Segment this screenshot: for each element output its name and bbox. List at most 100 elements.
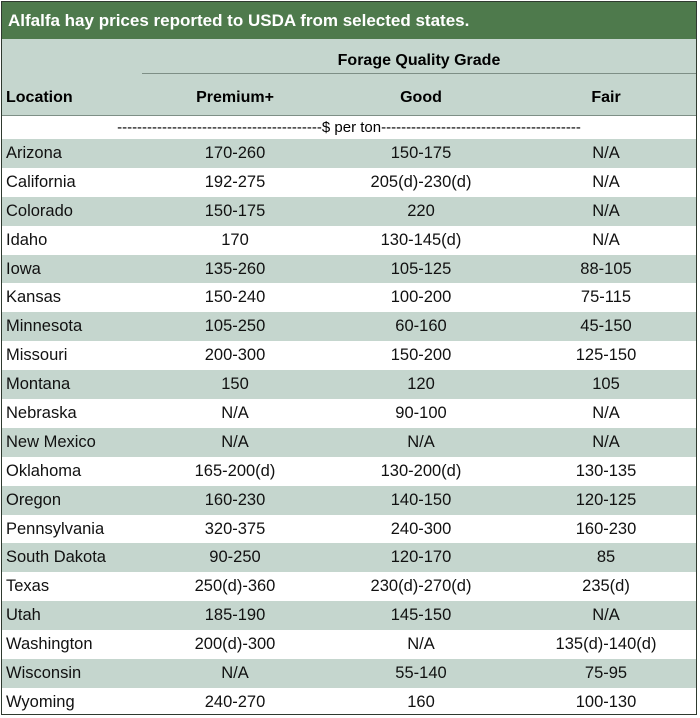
fair-cell: N/A xyxy=(592,404,620,423)
good-cell: 120-170 xyxy=(390,548,452,567)
good-cell: 150-175 xyxy=(390,144,452,162)
good-cell: 230(d)-270(d) xyxy=(370,577,472,596)
premium-cell: 200(d)-300 xyxy=(194,635,276,654)
good-cell: N/A xyxy=(407,635,435,654)
table-header: Forage Quality Grade Location Premium+ G… xyxy=(2,39,696,116)
table-row: Pennsylvania 320-375 240-300 160-230 xyxy=(2,515,696,544)
location-cell: Wyoming xyxy=(6,692,75,711)
good-cell: 220 xyxy=(407,201,435,220)
fair-cell: 105 xyxy=(592,375,620,394)
good-cell: 105-125 xyxy=(390,259,452,278)
fair-cell: N/A xyxy=(592,606,620,625)
premium-cell: 165-200(d) xyxy=(194,461,276,480)
location-cell: Pennsylvania xyxy=(6,519,105,538)
table-row: Iowa 135-260 105-125 88-105 xyxy=(2,254,696,284)
table-body: Arizona 170-260 150-175 N/A California 192-27… xyxy=(2,139,696,717)
fair-cell: N/A xyxy=(592,230,620,249)
good-cell: 60-160 xyxy=(395,317,447,336)
premium-cell: 150-175 xyxy=(204,201,266,220)
location-cell: Texas xyxy=(6,577,50,596)
premium-cell: 200-300 xyxy=(204,346,266,365)
location-cell: Oklahoma xyxy=(6,461,82,480)
location-column-header: Location xyxy=(6,89,73,106)
good-cell: 90-100 xyxy=(395,404,447,423)
good-cell: 140-150 xyxy=(390,490,452,509)
premium-cell: 170 xyxy=(221,230,249,249)
good-cell: 120 xyxy=(407,375,435,394)
location-cell: Colorado xyxy=(6,201,73,220)
premium-cell: 240-270 xyxy=(204,692,266,711)
premium-column-header: Premium+ xyxy=(196,89,274,106)
good-cell: N/A xyxy=(407,432,435,451)
table-row: Montana 150 120 105 xyxy=(2,370,696,400)
good-column-header: Good xyxy=(400,89,442,106)
location-cell: Iowa xyxy=(6,259,41,278)
location-cell: Nebraska xyxy=(6,404,77,423)
table-row: Minnesota 105-250 60-160 45-150 xyxy=(2,312,696,342)
fair-cell: 130-135 xyxy=(575,461,637,480)
table-row: Arizona 170-260 150-175 N/A xyxy=(2,139,696,168)
location-cell: Idaho xyxy=(6,230,48,249)
location-cell: Utah xyxy=(6,606,41,625)
fair-cell: 235(d) xyxy=(582,577,630,596)
fair-cell: 88-105 xyxy=(580,259,632,278)
fair-cell: 135(d)-140(d) xyxy=(555,635,657,654)
fair-cell: N/A xyxy=(592,201,620,220)
fair-cell: 75-115 xyxy=(580,288,632,307)
table-row: Utah 185-190 145-150 N/A xyxy=(2,601,696,631)
good-cell: 145-150 xyxy=(390,606,452,625)
location-cell: Kansas xyxy=(6,288,62,307)
table-row: Idaho 170 130-145(d) N/A xyxy=(2,226,696,255)
premium-cell: 185-190 xyxy=(204,606,266,625)
fair-cell: 45-150 xyxy=(580,317,632,336)
location-cell: Missouri xyxy=(6,346,68,365)
table-row: California 192-275 205(d)-230(d) N/A xyxy=(2,168,696,197)
premium-cell: 150 xyxy=(221,375,249,394)
good-cell: 55-140 xyxy=(395,664,447,683)
table-row: Washington 200(d)-300 N/A 135(d)-140(d) xyxy=(2,630,696,659)
premium-cell: N/A xyxy=(221,432,249,451)
good-cell: 130-200(d) xyxy=(380,461,462,480)
table-row: Missouri 200-300 150-200 125-150 xyxy=(2,341,696,370)
location-cell: Arizona xyxy=(6,144,62,162)
good-cell: 160 xyxy=(407,692,435,711)
premium-cell: 250(d)-360 xyxy=(194,577,276,596)
table-row: New Mexico N/A N/A N/A xyxy=(2,427,696,457)
premium-cell: 320-375 xyxy=(204,519,266,538)
premium-cell: 170-260 xyxy=(204,144,266,162)
premium-cell: N/A xyxy=(221,664,249,683)
location-cell: Oregon xyxy=(6,490,62,509)
table-row: South Dakota 90-250 120-170 85 xyxy=(2,543,696,573)
table-row: Wyoming 240-270 160 100-130 xyxy=(2,688,696,717)
table-title: Alfalfa hay prices reported to USDA from… xyxy=(2,2,696,39)
group-header: Forage Quality Grade xyxy=(142,49,696,74)
location-cell: Washington xyxy=(6,635,93,654)
premium-cell: 150-240 xyxy=(204,288,266,307)
good-cell: 240-300 xyxy=(390,519,452,538)
premium-cell: 90-250 xyxy=(209,548,261,567)
good-cell: 100-200 xyxy=(390,288,452,307)
table-row: Texas 250(d)-360 230(d)-270(d) 235(d) xyxy=(2,572,696,601)
fair-cell: N/A xyxy=(592,172,620,191)
table-row: Kansas 150-240 100-200 75-115 xyxy=(2,283,696,312)
premium-cell: N/A xyxy=(221,404,249,423)
location-cell: Minnesota xyxy=(6,317,83,336)
fair-cell: 120-125 xyxy=(575,490,637,509)
fair-cell: 85 xyxy=(596,548,616,567)
premium-cell: 160-230 xyxy=(204,490,266,509)
fair-cell: N/A xyxy=(592,144,620,162)
premium-cell: 105-250 xyxy=(204,317,266,336)
table-row: Wisconsin N/A 55-140 75-95 xyxy=(2,659,696,688)
fair-cell: 100-130 xyxy=(575,692,637,711)
fair-column-header: Fair xyxy=(591,89,621,106)
fair-cell: 160-230 xyxy=(575,519,637,538)
premium-cell: 192-275 xyxy=(204,172,266,191)
good-cell: 130-145(d) xyxy=(380,230,462,249)
unit-row: ----------------------------------------… xyxy=(2,116,696,139)
good-cell: 150-200 xyxy=(390,346,452,365)
location-cell: California xyxy=(6,172,76,191)
fair-cell: 75-95 xyxy=(584,664,628,683)
location-cell: South Dakota xyxy=(6,548,106,567)
location-cell: Wisconsin xyxy=(6,664,82,683)
